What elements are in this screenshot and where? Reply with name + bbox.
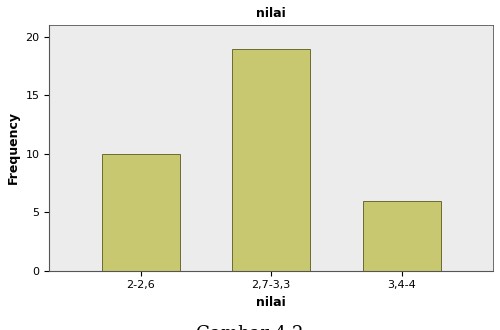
- Y-axis label: Frequency: Frequency: [7, 112, 20, 184]
- Title: nilai: nilai: [256, 7, 286, 20]
- X-axis label: nilai: nilai: [256, 296, 286, 309]
- Bar: [102, 154, 180, 271]
- Bar: [232, 49, 310, 271]
- Bar: [362, 201, 441, 271]
- Text: Gambar 4.2: Gambar 4.2: [196, 325, 304, 330]
